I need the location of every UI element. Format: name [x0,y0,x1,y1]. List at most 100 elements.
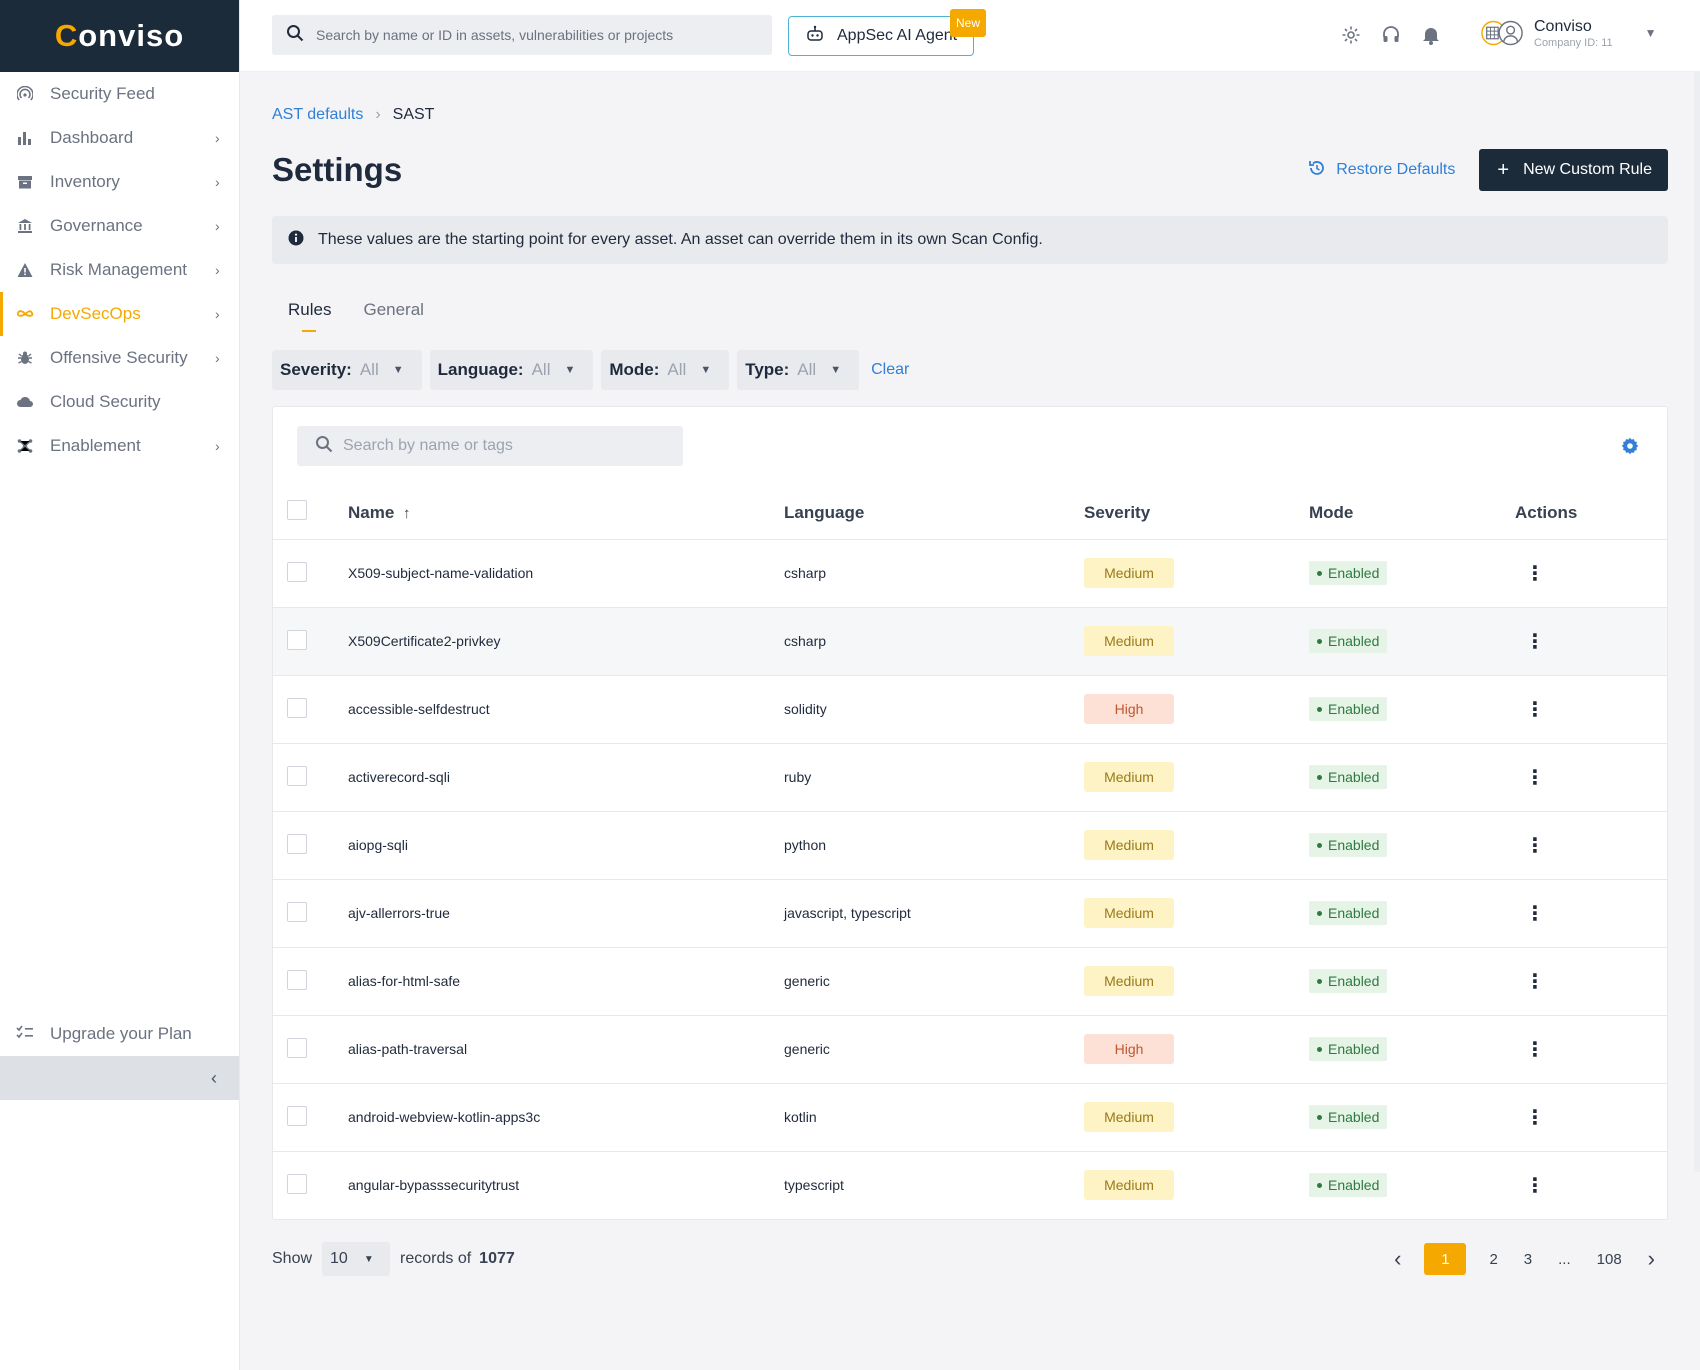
row-actions-kebab-icon[interactable]: ⋮ [1525,902,1545,925]
row-checkbox[interactable] [287,629,307,650]
row-checkbox[interactable] [287,697,307,718]
table-row[interactable]: alias-path-traversal generic High Enabled ⋮ [273,1015,1667,1084]
table-footer: Show 10 ▼ records of 1077 ‹ 1 2 3... 108 › [272,1242,1668,1276]
pagination: ‹ 1 2 3... 108 › [1381,1243,1668,1275]
table-row[interactable]: aiopg-sqli python Medium Enabled ⋮ [273,811,1667,880]
prev-page-chevron-left-icon[interactable]: ‹ [1394,1246,1402,1271]
rule-language: generic [784,947,1084,1016]
row-checkbox[interactable] [287,561,307,582]
row-actions-kebab-icon[interactable]: ⋮ [1525,698,1545,721]
page-1-button[interactable]: 1 [1424,1243,1467,1275]
new-custom-rule-label: New Custom Rule [1523,161,1652,178]
table-row[interactable]: alias-for-html-safe generic Medium Enabled ⋮ [273,947,1667,1016]
new-custom-rule-button[interactable]: + New Custom Rule [1479,149,1668,191]
table-row[interactable]: android-webview-kotlin-apps3c kotlin Mediu… [273,1083,1667,1152]
global-search[interactable] [272,15,772,55]
sidebar-item-label: Inventory [50,172,120,191]
rules-table: Name ↑ Language Severity Mode Actions X5… [273,487,1667,1219]
row-actions-kebab-icon[interactable]: ⋮ [1525,766,1545,789]
page-3-button[interactable]: 3 [1523,1250,1533,1268]
row-checkbox[interactable] [287,969,307,990]
filter-value: All [359,360,379,379]
page-108-button[interactable]: 108 [1596,1250,1622,1268]
clear-filters-link[interactable]: Clear [871,361,910,378]
sidebar-item-risk-management[interactable]: Risk Management › [0,248,239,292]
mode-badge: Enabled [1309,1173,1388,1198]
gear-icon[interactable] [1340,24,1362,46]
row-checkbox[interactable] [287,833,307,854]
sidebar-item-inventory[interactable]: Inventory › [0,160,239,204]
row-actions-kebab-icon[interactable]: ⋮ [1525,1106,1545,1129]
avatar [1480,17,1524,49]
breadcrumb-parent[interactable]: AST defaults [272,106,364,123]
rule-name: angular-bypasssecuritytrust [348,1177,520,1194]
row-checkbox[interactable] [287,1037,307,1058]
cloud-icon [16,393,34,411]
severity-filter[interactable]: Severity: All ▼ [272,350,422,390]
table-row[interactable]: ajv-allerrors-true javascript, typescript… [273,879,1667,948]
severity-badge: Medium [1084,1170,1174,1201]
mode-filter[interactable]: Mode: All ▼ [601,350,730,390]
sidebar-item-devsecops[interactable]: DevSecOps › [0,292,239,336]
page-size-select[interactable]: 10 ▼ [322,1242,391,1276]
headset-icon[interactable] [1380,24,1402,46]
breadcrumb-current: SAST [392,106,435,123]
language-filter[interactable]: Language: All ▼ [429,350,594,390]
status-dot [1317,1114,1322,1120]
appsec-ai-agent-button[interactable]: AppSec AI Agent [788,16,974,56]
next-page-chevron-right-icon[interactable]: › [1647,1246,1655,1271]
upgrade-plan-link[interactable]: Upgrade your Plan [0,1012,239,1056]
filter-value: All [531,360,551,379]
filter-label: Mode: [609,360,660,379]
table-row[interactable]: accessible-selfdestruct solidity High Enabl… [273,675,1667,744]
sidebar-item-governance[interactable]: Governance › [0,204,239,248]
row-checkbox[interactable] [287,765,307,786]
page-2-button[interactable]: 2 [1489,1250,1498,1268]
severity-badge: High [1084,694,1174,724]
row-checkbox[interactable] [287,1173,307,1194]
name-column-header[interactable]: Name ↑ [348,487,784,540]
global-search-input[interactable] [316,27,756,43]
sidebar-item-dashboard[interactable]: Dashboard › [0,116,239,160]
tab-rules[interactable]: Rules [288,300,331,336]
severity-badge: High [1084,1034,1174,1064]
table-row[interactable]: activerecord-sqli ruby Medium Enabled ⋮ [273,743,1667,812]
restore-defaults-button[interactable]: Restore Defaults [1308,159,1455,182]
filter-value: All [797,360,817,379]
row-actions-kebab-icon[interactable]: ⋮ [1525,1174,1545,1197]
row-actions-kebab-icon[interactable]: ⋮ [1525,970,1545,993]
user-menu[interactable]: Conviso Company ID: 11 ▼ [1480,17,1657,49]
table-settings-gear-icon[interactable] [1621,437,1639,460]
bell-icon[interactable] [1420,24,1442,46]
row-actions-kebab-icon[interactable]: ⋮ [1525,1038,1545,1061]
collapse-sidebar-button[interactable]: ‹ [0,1056,239,1100]
search-icon [286,24,304,47]
mode-badge: Enabled [1309,561,1388,585]
table-row[interactable]: X509Certificate2-privkey csharp Medium Enab… [273,607,1667,676]
restore-defaults-label: Restore Defaults [1336,161,1456,178]
table-search-input[interactable] [343,437,683,455]
row-checkbox[interactable] [287,901,307,922]
severity-badge: Medium [1084,1102,1174,1132]
tab-general[interactable]: General [363,300,424,319]
table-row[interactable]: angular-bypasssecuritytrust typescript Med… [273,1151,1667,1219]
row-actions-kebab-icon[interactable]: ⋮ [1525,834,1545,857]
chevron-right-icon: › [215,174,220,190]
archive-icon [16,173,34,191]
rule-language: typescript [784,1177,844,1194]
table-search[interactable] [297,426,683,466]
table-row[interactable]: X509-subject-name-validation csharp Medium… [273,539,1667,608]
row-actions-kebab-icon[interactable]: ⋮ [1525,562,1545,585]
page-scrollbar[interactable] [1694,72,1700,1172]
sidebar-item-offensive-security[interactable]: Offensive Security › [0,336,239,380]
sidebar-item-enablement[interactable]: Enablement › [0,424,239,468]
type-filter[interactable]: Type: All ▼ [737,350,860,390]
row-checkbox[interactable] [287,1105,307,1126]
sidebar-item-security-feed[interactable]: Security Feed [0,72,239,116]
page-size-value: 10 [330,1250,348,1267]
row-actions-kebab-icon[interactable]: ⋮ [1525,630,1545,653]
select-all-checkbox[interactable] [287,500,307,521]
sidebar-item-cloud-security[interactable]: Cloud Security [0,380,239,424]
table-header-row: Name ↑ Language Severity Mode Actions [273,487,1667,540]
